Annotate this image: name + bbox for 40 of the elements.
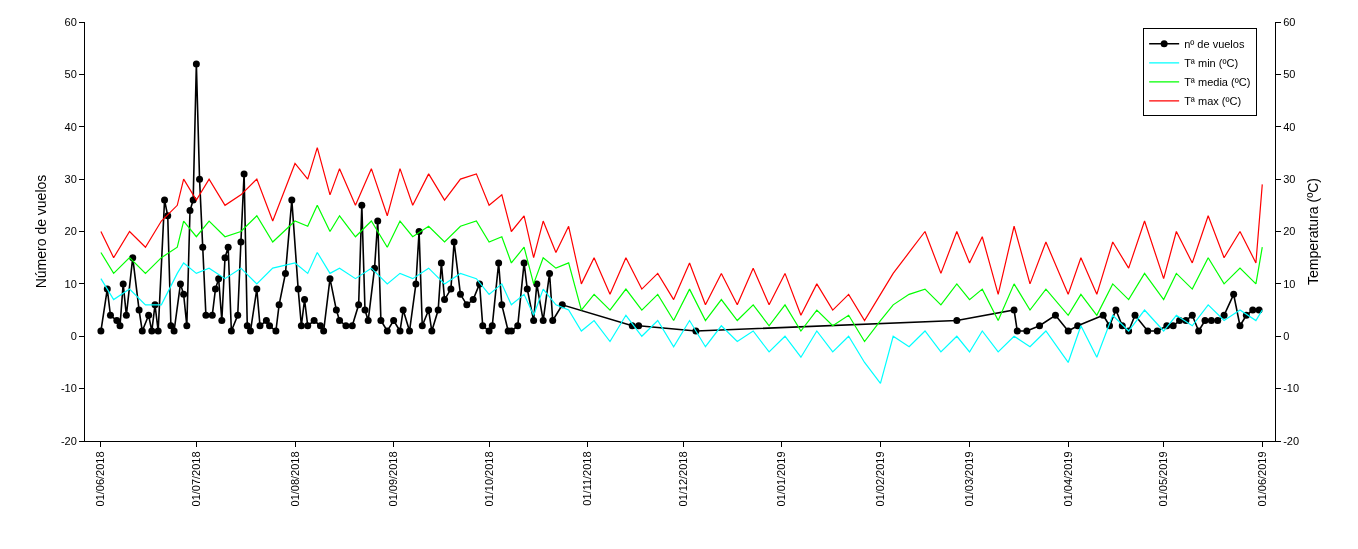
y2-tick-label: 20: [1283, 225, 1296, 238]
x-tick-label: 01/07/2018: [189, 451, 202, 507]
x-tick-label: 01/08/2018: [288, 451, 301, 507]
x-tick-label: 01/04/2019: [1061, 451, 1074, 507]
y-tick-label: 50: [64, 68, 77, 81]
y-tick-label: 60: [64, 15, 77, 28]
y2-tick-label: 30: [1283, 172, 1296, 185]
y2-tick-label: 60: [1283, 15, 1296, 28]
y-tick-label: 0: [70, 330, 77, 343]
y-tick-label: 40: [64, 120, 77, 133]
y-tick-label: 20: [64, 225, 77, 238]
x-tick-label: 01/12/2018: [676, 451, 689, 507]
x-tick-label: 01/05/2019: [1157, 451, 1170, 507]
y2-tick-label: 50: [1283, 68, 1296, 81]
x-tick-label: 01/06/2018: [94, 451, 107, 507]
x-tick-label: 01/11/2018: [581, 451, 594, 506]
y2-axis-title: Temperatura (ºC): [1305, 177, 1322, 286]
x-tick-label: 01/06/2019: [1255, 451, 1268, 507]
y2-tick-label: 10: [1283, 277, 1296, 290]
line-series: [100, 147, 1263, 322]
y-tick-label: -20: [60, 434, 77, 447]
x-tick-label: 01/09/2018: [387, 451, 400, 507]
x-tick-label: 01/01/2019: [775, 451, 788, 507]
legend-label: Tª min (ºC): [1184, 57, 1239, 70]
y-tick-label: -10: [60, 382, 77, 395]
legend-label: nº de vuelos: [1184, 38, 1245, 51]
line-series: [100, 204, 1263, 343]
x-tick-label: 01/03/2019: [963, 451, 976, 507]
y2-tick-label: -20: [1283, 434, 1300, 447]
y2-tick-label: 0: [1283, 330, 1290, 343]
legend-label: Tª media (ºC): [1184, 76, 1251, 89]
y2-tick-label: -10: [1283, 382, 1300, 395]
y-axis-title: Número de vuelos: [33, 174, 50, 289]
y-tick-label: 30: [64, 172, 77, 185]
x-tick-label: 01/02/2019: [874, 451, 887, 507]
y-tick-label: 10: [64, 277, 77, 290]
legend-label: Tª max (ºC): [1184, 95, 1242, 108]
y2-tick-label: 40: [1283, 120, 1296, 133]
x-tick-label: 01/10/2018: [482, 451, 495, 507]
line-series: [100, 251, 1263, 384]
